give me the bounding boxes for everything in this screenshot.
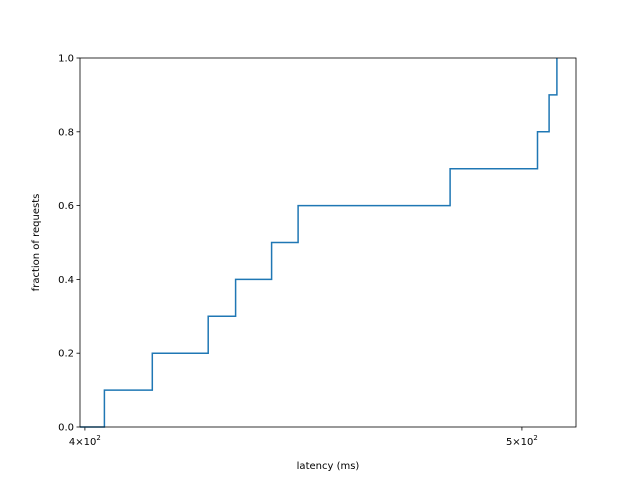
x-tick-base: 5×10: [506, 437, 533, 448]
x-tick-label: 5×102: [506, 434, 538, 448]
x-tick-label: 4×102: [69, 434, 101, 448]
y-tick-label: 1.0: [58, 54, 74, 65]
y-axis-label: fraction of requests: [31, 194, 42, 292]
x-tick-exponent: 2: [533, 434, 537, 442]
plot-frame: [79, 57, 577, 428]
x-tick-exponent: 2: [96, 434, 100, 442]
plot-background: [80, 58, 576, 427]
y-tick-label: 0.4: [58, 275, 74, 286]
series-line: [80, 58, 558, 428]
y-tick-label: 0.0: [58, 423, 74, 434]
y-tick-label: 0.2: [58, 349, 74, 360]
y-axis: 0.0 0.2 0.4 0.6 0.8 1.0: [58, 54, 80, 434]
y-tick-label: 0.6: [58, 201, 74, 212]
x-axis: 4×102 5×102: [69, 427, 538, 448]
x-axis-label: latency (ms): [297, 461, 360, 472]
y-tick-label: 0.8: [58, 127, 74, 138]
x-tick-base: 4×10: [69, 437, 96, 448]
